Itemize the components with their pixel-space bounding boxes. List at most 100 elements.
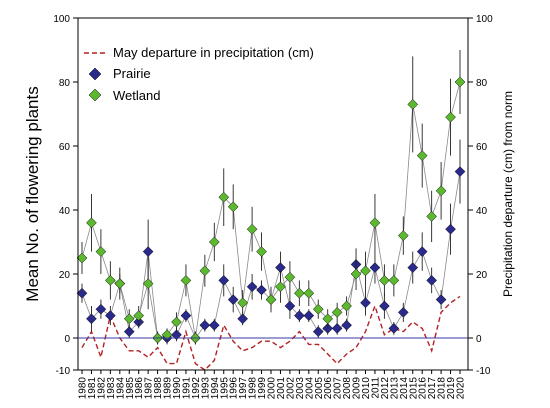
wetland-point <box>379 275 390 286</box>
x-tick-label: 1999 <box>257 377 268 400</box>
y-tick-label: 0 <box>64 334 70 345</box>
wetland-point <box>199 265 211 277</box>
x-tick-label: 2005 <box>314 377 325 400</box>
wetland-point <box>426 211 438 222</box>
prairie-point <box>237 313 249 325</box>
prairie-point <box>123 326 135 337</box>
prairie-point <box>416 246 428 257</box>
x-tick-label: 2002 <box>285 377 296 400</box>
y2-tick-label: -10 <box>476 366 491 377</box>
wetland-point <box>284 271 296 283</box>
y2-tick-label: 60 <box>476 142 488 153</box>
wetland-point <box>407 99 419 110</box>
wetland-point <box>312 303 324 315</box>
x-tick-label: 1986 <box>134 377 145 400</box>
x-tick-label: 1993 <box>200 377 211 400</box>
x-tick-label: 1985 <box>125 377 136 400</box>
prairie-point <box>293 310 305 321</box>
y2-axis-title: Precipitation departure (cm) from norm <box>501 91 515 297</box>
x-tick-label: 1989 <box>163 377 174 400</box>
wetland-point <box>95 246 107 257</box>
x-tick-label: 1997 <box>238 377 249 400</box>
x-tick-label: 2011 <box>370 377 381 399</box>
prairie-point <box>227 294 239 305</box>
prairie-point <box>312 326 324 337</box>
x-tick-label: 2020 <box>456 377 467 400</box>
legend-swatch-wetland <box>88 88 102 102</box>
legend-label-prairie: Prairie <box>113 66 151 81</box>
wetland-point <box>454 76 466 88</box>
wetland-point <box>293 287 305 299</box>
x-tick-label: 2017 <box>427 377 438 400</box>
x-tick-label: 1983 <box>106 377 117 400</box>
prairie-point <box>426 275 438 286</box>
wetland-point <box>86 217 97 229</box>
legend-label-wetland: Wetland <box>113 88 160 103</box>
y-tick-label: 100 <box>53 14 70 25</box>
wetland-point <box>360 265 371 277</box>
prairie-point <box>180 310 192 321</box>
y2-tick-label: 0 <box>476 334 482 345</box>
x-tick-label: 2006 <box>323 377 334 400</box>
axes-layer <box>77 17 469 371</box>
x-tick-label: 2016 <box>418 377 429 400</box>
y-tick-label: -10 <box>56 366 71 377</box>
x-tick-label: 1995 <box>219 377 230 400</box>
x-tick-label: 1998 <box>248 377 259 400</box>
prairie-point <box>86 313 97 325</box>
x-tick-label: 2001 <box>276 377 287 400</box>
legend: May departure in precipitation (cm) Prai… <box>84 45 314 103</box>
prairie-point <box>445 223 456 235</box>
wetland-point <box>388 275 400 286</box>
prairie-point <box>331 323 343 334</box>
wetland-point <box>76 252 88 264</box>
prairie-point <box>171 329 182 341</box>
x-tick-label: 1987 <box>144 377 155 400</box>
wetland-point <box>114 278 126 289</box>
x-tick-label: 2015 <box>408 377 419 400</box>
x-tick-label: 1980 <box>78 377 89 400</box>
prairie-point <box>246 281 258 293</box>
prairie-point <box>379 300 390 312</box>
prairie-point <box>397 307 409 318</box>
wetland-point <box>275 281 286 293</box>
wetland-point <box>133 310 145 321</box>
wetland-point <box>341 300 352 312</box>
y2-tick-label: 40 <box>476 206 488 217</box>
wetland-point <box>265 294 277 305</box>
prairie-point <box>142 246 154 257</box>
x-tick-label: 1988 <box>153 377 164 400</box>
x-tick-label: 2008 <box>342 377 353 400</box>
x-tick-label: 2010 <box>361 377 372 400</box>
y-tick-label: 80 <box>59 78 71 89</box>
prairie-point <box>341 319 352 331</box>
x-tick-label: 2009 <box>352 377 363 400</box>
wetland-point <box>445 111 456 123</box>
x-tick-label: 2003 <box>295 377 306 400</box>
prairie-point <box>435 294 447 305</box>
x-tick-label: 2007 <box>333 377 344 400</box>
legend-label-precipitation: May departure in precipitation (cm) <box>113 45 314 60</box>
y-tick-label: 60 <box>59 142 71 153</box>
wetland-point <box>416 150 428 161</box>
x-tick-label: 1991 <box>181 377 192 400</box>
legend-swatch-prairie <box>88 67 102 81</box>
x-tick-label: 2018 <box>437 377 448 400</box>
x-tick-label: 2019 <box>446 377 457 400</box>
prairie-point <box>256 284 267 296</box>
wetland-point <box>303 287 315 299</box>
y-tick-label: 40 <box>59 206 71 217</box>
wetland-point <box>256 246 267 257</box>
prairie-point <box>369 262 381 273</box>
x-tick-label: 1994 <box>210 377 221 400</box>
x-tick-label: 2013 <box>389 377 400 400</box>
x-tick-label: 1982 <box>96 377 107 400</box>
wetland-point <box>331 307 343 318</box>
x-tick-label: 1996 <box>229 377 240 400</box>
y2-tick-label: 80 <box>476 78 488 89</box>
prairie-point <box>360 297 371 309</box>
plot-layer <box>76 50 466 371</box>
wetland-point <box>171 316 182 328</box>
